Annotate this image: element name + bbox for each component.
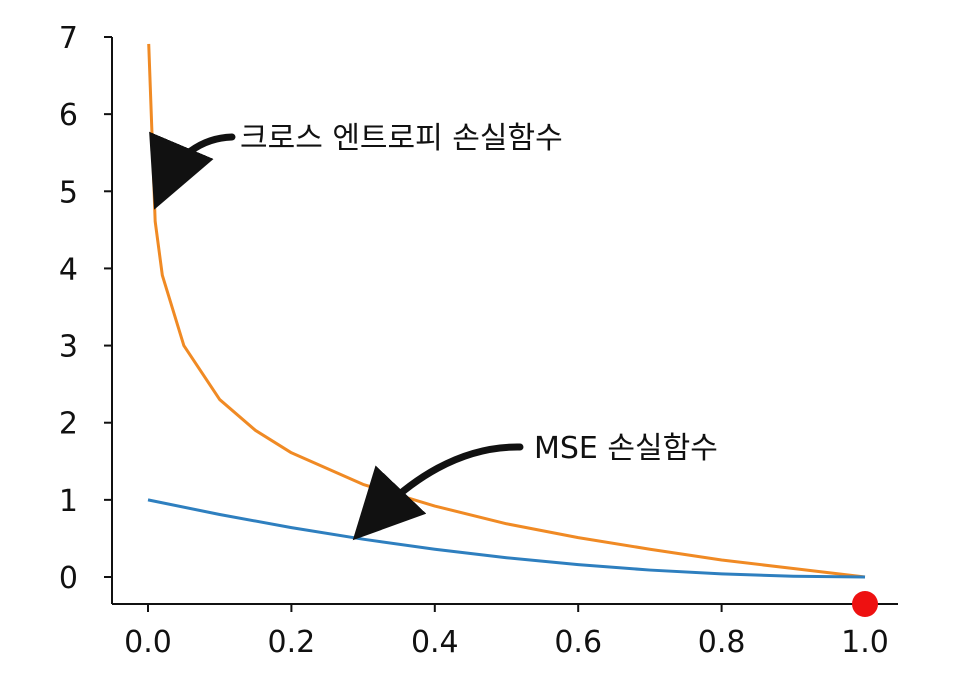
annotation-arrow-0 [149, 131, 236, 210]
red-point-marker [852, 591, 878, 617]
x-tick-label: 0.4 [411, 625, 459, 660]
x-tick-label: 0.2 [268, 625, 316, 660]
x-tick-label: 0.8 [698, 625, 746, 660]
y-tick-label: 0 [59, 561, 78, 596]
y-tick-label: 7 [59, 21, 78, 56]
annotation-label-1: MSE 손실함수 [534, 431, 718, 466]
y-tick-label: 6 [59, 98, 78, 133]
y-tick-label: 5 [59, 175, 78, 210]
x-tick-label: 0.6 [554, 625, 602, 660]
annotation-arrow-1 [352, 443, 524, 541]
x-tick-label: 1.0 [841, 625, 889, 660]
x-tick-label: 0.0 [124, 625, 172, 660]
axes: 0 1 2 3 4 5 6 7 0.0 0.2 0.4 0.6 0.8 1.0 [59, 21, 898, 660]
y-tick-label: 3 [59, 330, 78, 365]
series-line-1 [147, 498, 866, 579]
y-tick-label: 4 [59, 252, 78, 287]
annotation-label-0: 크로스 엔트로피 손실함수 [240, 121, 563, 156]
y-tick-label: 2 [59, 407, 78, 442]
annotation-layer: 크로스 엔트로피 손실함수 MSE 손실함수 [149, 121, 718, 541]
y-tick-label: 1 [59, 484, 78, 519]
